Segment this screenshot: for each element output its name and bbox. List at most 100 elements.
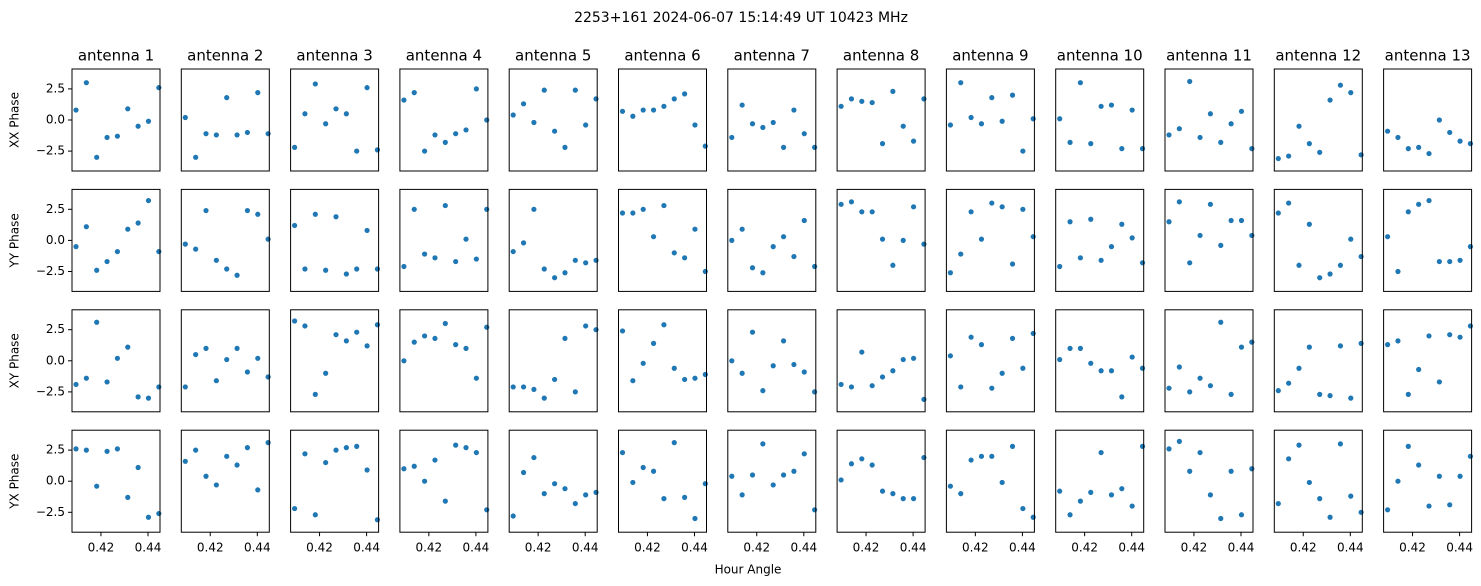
point (1275, 210, 1281, 216)
point (83, 80, 89, 86)
point (333, 447, 339, 453)
axes-frame (1055, 429, 1145, 533)
point (1426, 150, 1432, 157)
point (343, 111, 349, 117)
point (1296, 365, 1302, 371)
point (541, 491, 547, 497)
point (104, 134, 110, 141)
point (1009, 443, 1016, 449)
point (650, 234, 657, 240)
point (323, 370, 329, 376)
point (114, 133, 121, 139)
point (125, 106, 131, 112)
point (94, 267, 100, 273)
subplot-title: antenna 11 (1166, 47, 1252, 65)
point (958, 491, 964, 497)
point (354, 443, 360, 449)
point (1197, 134, 1203, 141)
point (73, 107, 79, 113)
point (463, 127, 469, 133)
point (791, 107, 797, 113)
point (838, 477, 844, 483)
point (193, 154, 199, 160)
point (1129, 107, 1135, 113)
y-tick-label: −2.5 (36, 264, 65, 278)
point (910, 496, 917, 502)
point (1009, 261, 1016, 267)
point (572, 257, 578, 263)
point (552, 481, 558, 487)
point (739, 226, 745, 232)
point (947, 353, 954, 359)
y-tick-label: 0.0 (46, 113, 65, 127)
point (1057, 263, 1063, 270)
subplot-title: antenna 9 (952, 47, 1028, 65)
axes-frame (945, 188, 1035, 292)
point (244, 129, 251, 136)
point (1218, 139, 1224, 145)
point (1119, 486, 1125, 492)
point (1327, 393, 1333, 399)
point (364, 85, 370, 91)
point (999, 204, 1005, 210)
point (125, 226, 131, 232)
x-tick-label: 0.44 (900, 541, 927, 555)
point (333, 214, 339, 220)
axes-frame (290, 309, 380, 413)
point (104, 379, 110, 385)
point (484, 117, 490, 123)
point (869, 383, 875, 389)
point (619, 449, 626, 456)
point (1348, 493, 1354, 499)
point (255, 211, 261, 217)
x-tick-label: 0.44 (1009, 541, 1036, 555)
point (1238, 217, 1245, 224)
point (302, 266, 308, 272)
point (292, 505, 298, 512)
point (1385, 507, 1391, 513)
point (801, 131, 807, 137)
point (702, 143, 708, 149)
point (562, 270, 568, 276)
point (213, 132, 219, 138)
axes-frame (727, 429, 817, 533)
axes-frame (1055, 68, 1145, 172)
point (1275, 500, 1281, 507)
point (411, 206, 417, 212)
axes-frame (1383, 68, 1473, 172)
point (323, 459, 329, 466)
x-tick-label: 0.44 (244, 541, 271, 555)
point (1436, 258, 1442, 265)
point (739, 492, 745, 498)
point (73, 381, 79, 388)
x-tick-label: 0.44 (353, 541, 380, 555)
point (1030, 116, 1036, 122)
axes-frame (618, 68, 707, 172)
point (343, 271, 349, 277)
point (640, 206, 646, 212)
point (619, 328, 626, 334)
point (244, 445, 251, 451)
point (234, 132, 240, 138)
point (791, 361, 797, 368)
axes-frame (1055, 188, 1145, 292)
point (921, 454, 927, 461)
point (1286, 200, 1292, 206)
point (541, 87, 547, 93)
point (1457, 473, 1463, 479)
point (1447, 129, 1453, 136)
axes-frame (508, 68, 598, 172)
point (749, 121, 756, 127)
subplot-title: antenna 12 (1275, 47, 1361, 65)
point (1317, 275, 1323, 281)
point (572, 87, 578, 93)
point (1218, 515, 1224, 522)
point (630, 378, 636, 384)
point (900, 496, 906, 502)
subplot-title: antenna 10 (1057, 47, 1143, 65)
point (1327, 271, 1333, 277)
point (1119, 146, 1125, 152)
point (947, 122, 954, 128)
point (661, 202, 667, 209)
point (978, 342, 985, 348)
